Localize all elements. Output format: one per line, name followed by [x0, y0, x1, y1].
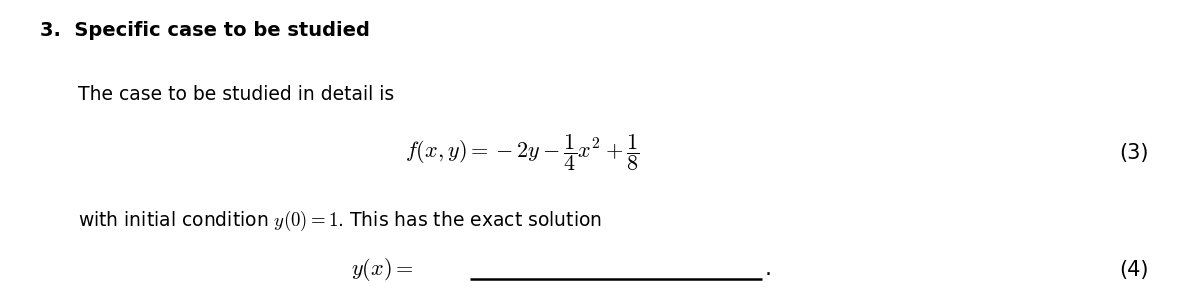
Text: .: .	[764, 259, 772, 279]
Text: 3.  Specific case to be studied: 3. Specific case to be studied	[40, 21, 370, 40]
Text: (3): (3)	[1120, 142, 1148, 163]
Text: (4): (4)	[1120, 260, 1148, 280]
Text: $f(x, y) = -2y - \dfrac{1}{4}x^2 + \dfrac{1}{8}$: $f(x, y) = -2y - \dfrac{1}{4}x^2 + \dfra…	[404, 132, 640, 173]
Text: with initial condition $y(0) = 1$. This has the exact solution: with initial condition $y(0) = 1$. This …	[78, 209, 602, 233]
Text: The case to be studied in detail is: The case to be studied in detail is	[78, 85, 395, 104]
Text: $y(x) =$: $y(x) =$	[352, 257, 414, 283]
